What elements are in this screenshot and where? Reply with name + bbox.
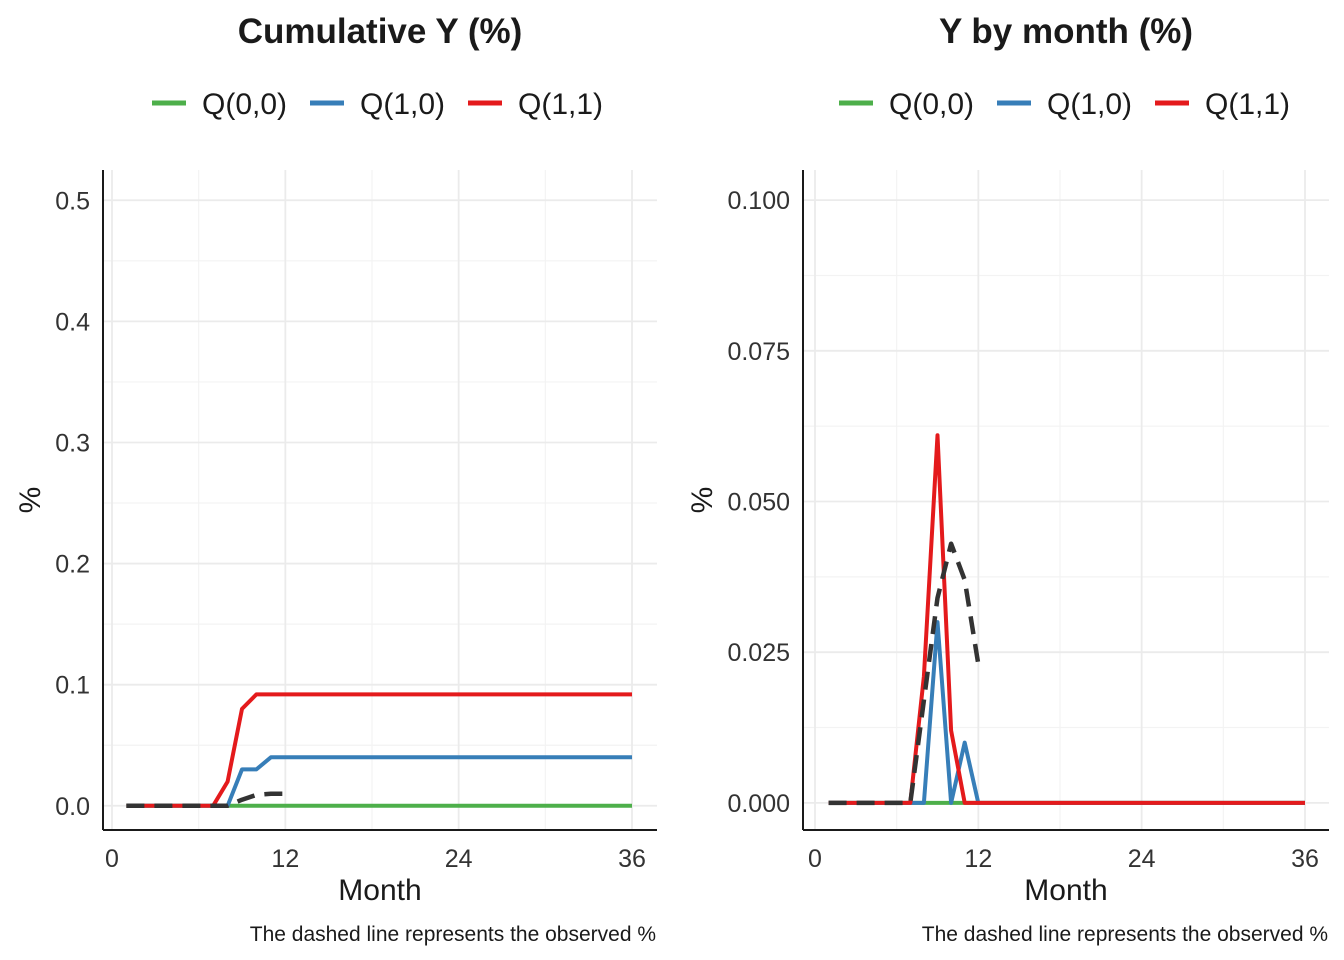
x-tick-label: 0 [808, 845, 822, 873]
x-tick-label: 24 [1128, 845, 1156, 873]
panel-by-month: Y by month (%) Q(0,0) Q(1,0) Q(1,1) 0.000 0.0… [686, 12, 1329, 946]
caption: The dashed line represents the observed … [250, 923, 656, 946]
x-tick-label: 0 [105, 845, 119, 873]
legend-label: Q(0,0) [202, 88, 287, 121]
y-tick-label: 0.000 [727, 790, 790, 818]
y-tick-label: 0.2 [55, 551, 90, 579]
y-tick-label: 0.5 [55, 187, 90, 215]
y-tick-label: 0.4 [55, 308, 90, 336]
x-tick-label: 12 [271, 845, 299, 873]
y-tick-label: 0.075 [727, 338, 790, 366]
chart-title: Y by month (%) [939, 12, 1193, 51]
x-axis-title: Month [1024, 874, 1107, 907]
x-tick-label: 12 [964, 845, 992, 873]
y-tick-label: 0.3 [55, 429, 90, 457]
panel-cumulative: Cumulative Y (%) Q(0,0) Q(1,0) Q(1,1) 0.0 0.1… [14, 12, 657, 946]
series-line-10 [828, 620, 1305, 805]
series-line-10 [126, 755, 632, 808]
chart-title: Cumulative Y (%) [238, 12, 523, 51]
x-tick-label: 24 [445, 845, 473, 873]
legend-label: Q(1,1) [1205, 88, 1290, 121]
y-axis-title: % [14, 487, 47, 514]
y-tick-label: 0.1 [55, 672, 90, 700]
legend-label: Q(1,1) [518, 88, 603, 121]
y-tick-label: 0.025 [727, 639, 790, 667]
y-tick-label: 0.0 [55, 793, 90, 821]
y-tick-label: 0.050 [727, 489, 790, 517]
x-tick-label: 36 [618, 845, 646, 873]
legend-label: Q(1,0) [360, 88, 445, 121]
series-line-11 [828, 433, 1305, 805]
y-tick-label: 0.100 [727, 187, 790, 215]
x-axis-title: Month [338, 874, 421, 907]
legend-label: Q(1,0) [1047, 88, 1132, 121]
y-axis-title: % [686, 487, 719, 514]
series-line-11 [126, 692, 632, 808]
caption: The dashed line represents the observed … [922, 923, 1328, 946]
legend-label: Q(0,0) [889, 88, 974, 121]
x-tick-label: 36 [1291, 845, 1319, 873]
series-line-observed [828, 541, 981, 806]
